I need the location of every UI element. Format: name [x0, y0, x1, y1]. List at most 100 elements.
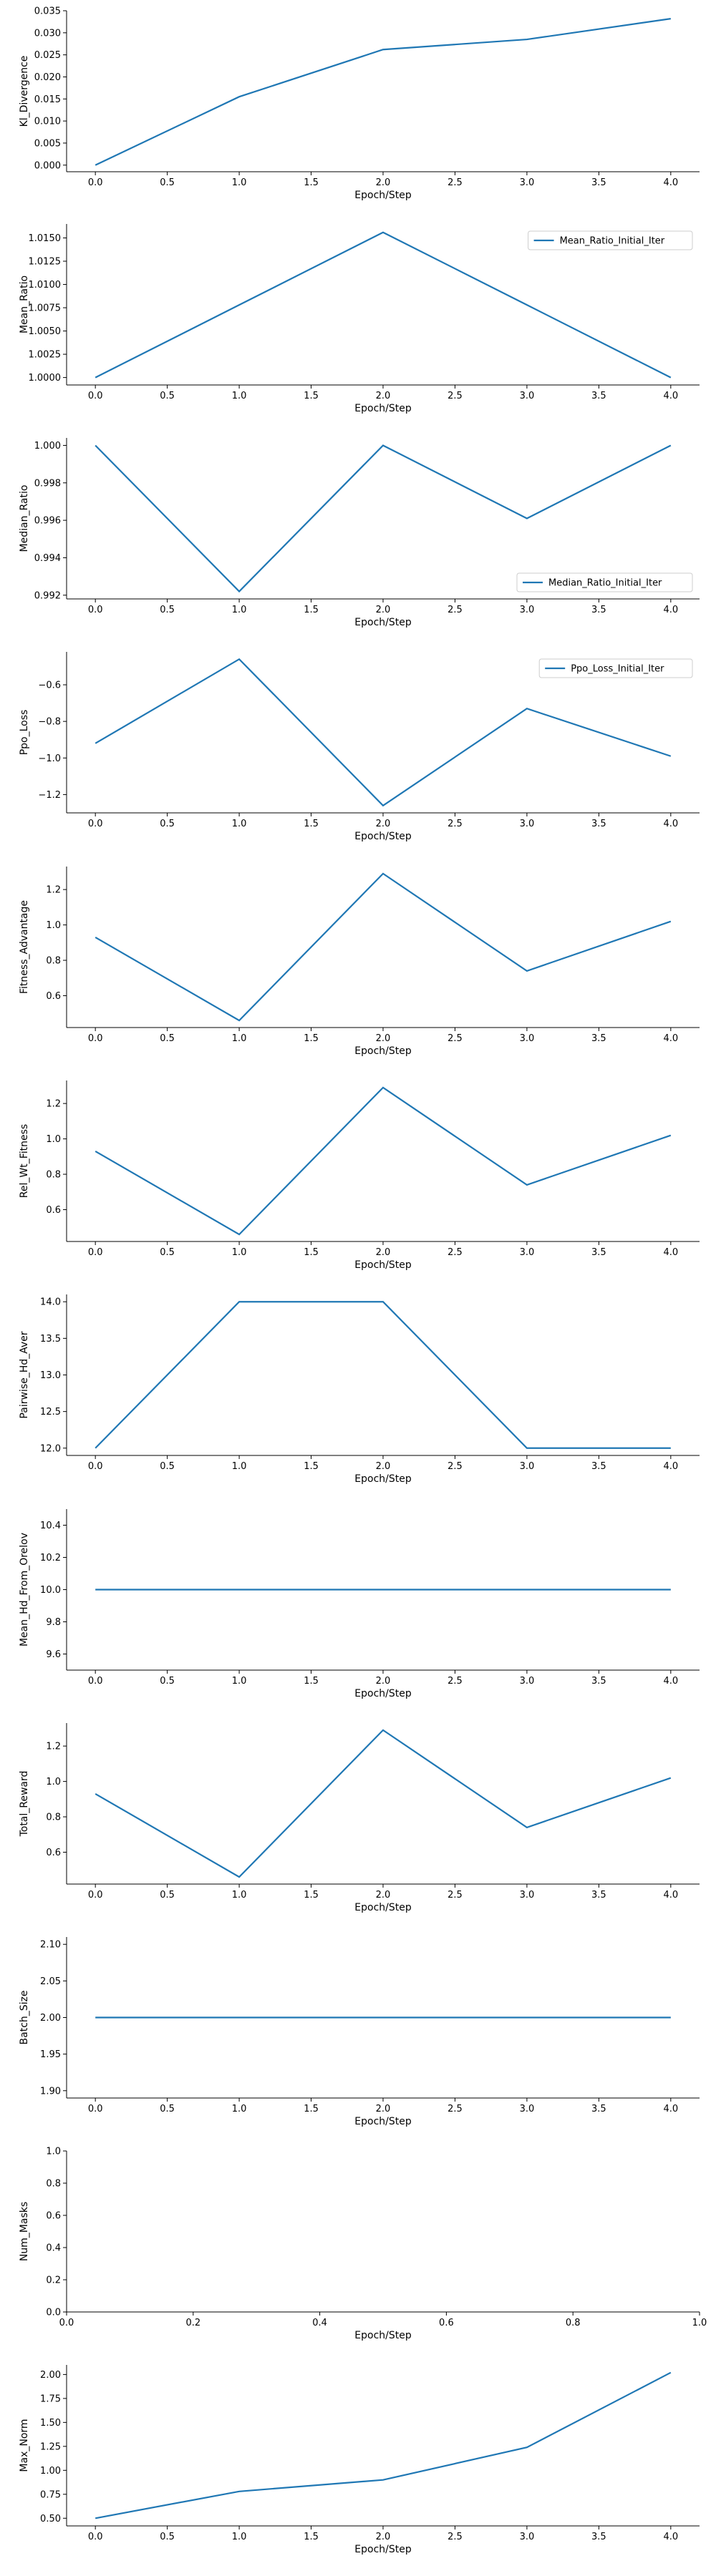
x-tick-label: 1.5 [304, 1033, 319, 1044]
chart-panel-5: 0.0 0.5 1.0 1.5 2.0 2.5 3.0 3.5 4.0 0.6 0.8 1.0 1.2 E… [19, 867, 700, 1057]
y-tick-label: 2.00 [40, 2013, 61, 2024]
x-axis-title: Epoch/Step [354, 2330, 412, 2341]
chart-panel-6: 0.0 0.5 1.0 1.5 2.0 2.5 3.0 3.5 4.0 0.6 0.8 1.0 1.2 E… [19, 1080, 700, 1271]
y-tick-label: 0.998 [34, 478, 61, 489]
x-axis-title: Epoch/Step [354, 1259, 412, 1271]
y-tick-label: 1.2 [46, 1099, 61, 1110]
x-tick-label: 2.0 [376, 1461, 391, 1472]
x-tick-label: 2.5 [448, 1676, 463, 1687]
x-tick-label: 0.5 [160, 2104, 175, 2114]
x-tick-label: 3.5 [591, 1461, 606, 1472]
x-tick-label: 2.5 [448, 819, 463, 829]
x-tick-label: 2.0 [376, 177, 391, 188]
y-axis-title: Kl_Divergence [19, 56, 30, 127]
y-tick-label: 1.0 [46, 1777, 61, 1787]
legend: Mean_Ratio_Initial_Iter [528, 230, 693, 250]
x-tick-label: 4.0 [663, 2104, 678, 2114]
y-axis-title: Mean_Ratio [19, 275, 30, 333]
x-tick-label: 0.5 [160, 177, 175, 188]
y-tick-label: 1.2 [46, 885, 61, 896]
x-tick-label: 2.0 [376, 1890, 391, 1901]
legend: Median_Ratio_Initial_Iter [516, 572, 693, 592]
x-tick-label: 2.0 [376, 1676, 391, 1687]
y-tick-label: 1.0100 [29, 280, 62, 291]
y-axis-title: Pairwise_Hd_Aver [19, 1331, 30, 1418]
y-tick-label: 10.0 [40, 1585, 61, 1596]
y-tick-label: 0.025 [34, 50, 61, 61]
y-tick-label: 1.0075 [29, 303, 62, 314]
y-tick-label: 1.0150 [29, 233, 62, 244]
x-tick-label: 0.5 [160, 391, 175, 401]
y-tick-label: −1.2 [38, 790, 61, 801]
chart-panel-7: 0.0 0.5 1.0 1.5 2.0 2.5 3.0 3.5 4.0 12.0 12.5 13.0 1… [19, 1294, 700, 1485]
y-tick-label: 0.010 [34, 117, 61, 127]
y-tick-label: 0.996 [34, 516, 61, 527]
y-axis-title: Fitness_Advantage [19, 900, 30, 994]
y-tick-label: 0.6 [46, 991, 61, 1002]
chart-panel-11: 0.0 0.2 0.4 0.6 0.8 1.0 0.0 0.2 0.4 0.6 0.8 1.0 Epoc… [19, 2147, 707, 2342]
x-tick-label: 4.0 [663, 1247, 678, 1258]
x-tick-label: 1.0 [232, 1890, 247, 1901]
y-axis-title: Mean_Hd_From_Orelov [19, 1533, 30, 1646]
x-tick-label: 4.0 [663, 391, 678, 401]
y-tick-label: 1.0 [46, 920, 61, 931]
y-tick-label: 2.10 [40, 1940, 61, 1951]
y-tick-label: 0.8 [46, 956, 61, 967]
x-tick-label: 1.0 [232, 819, 247, 829]
x-tick-label: 1.0 [232, 1676, 247, 1687]
y-axis-title: Num_Masks [19, 2202, 30, 2261]
x-tick-label: 2.5 [448, 1033, 463, 1044]
x-tick-label: 0.0 [88, 2104, 103, 2114]
x-tick-label: 0.4 [312, 2318, 327, 2328]
series-line-9-1 [95, 1729, 672, 1878]
y-tick-label: 10.2 [40, 1553, 61, 1563]
x-tick-label: 4.0 [663, 605, 678, 615]
x-tick-label: 1.0 [232, 605, 247, 615]
y-tick-label: 0.035 [34, 6, 61, 17]
y-tick-label: 0.020 [34, 72, 61, 83]
x-tick-label: 0.0 [88, 605, 103, 615]
x-tick-label: 1.0 [692, 2318, 707, 2328]
y-tick-label: 0.2 [46, 2275, 61, 2286]
x-tick-label: 0.5 [160, 605, 175, 615]
y-tick-label: −1.0 [38, 753, 61, 764]
x-tick-label: 2.5 [448, 177, 463, 188]
series-line-7-1 [95, 1301, 671, 1449]
x-tick-label: 0.0 [88, 1890, 103, 1901]
legend-box [538, 658, 693, 678]
x-tick-label: 0.2 [185, 2318, 200, 2328]
x-axis-title: Epoch/Step [354, 1688, 412, 1699]
series-line-3-1 [95, 444, 672, 593]
legend-label: Mean_Ratio_Initial_Iter [560, 236, 665, 247]
x-tick-label: 2.5 [448, 1247, 463, 1258]
y-tick-label: 1.00 [40, 2466, 61, 2477]
x-tick-label: 1.5 [304, 1676, 319, 1687]
y-tick-label: 0.8 [46, 1813, 61, 1823]
x-tick-label: 3.5 [591, 2104, 606, 2114]
chart-panel-2: 0.0 0.5 1.0 1.5 2.0 2.5 3.0 3.5 4.0 1.0000 1.0025 1… [19, 224, 700, 414]
x-tick-label: 1.5 [304, 819, 319, 829]
x-tick-label: 1.5 [304, 1247, 319, 1258]
x-tick-label: 2.0 [376, 1033, 391, 1044]
x-tick-label: 4.0 [663, 819, 678, 829]
x-tick-label: 3.5 [591, 391, 606, 401]
x-tick-label: 0.0 [88, 1676, 103, 1687]
x-tick-label: 2.0 [376, 605, 391, 615]
x-tick-label: 1.0 [232, 2532, 247, 2542]
y-tick-label: 9.8 [46, 1617, 61, 1628]
x-tick-label: 3.0 [520, 1033, 535, 1044]
x-tick-label: 0.5 [160, 1676, 175, 1687]
x-tick-label: 2.0 [376, 819, 391, 829]
y-tick-label: 1.95 [40, 2049, 61, 2060]
x-tick-label: 0.0 [88, 1247, 103, 1258]
y-tick-label: 0.005 [34, 138, 61, 149]
x-tick-label: 4.0 [663, 1461, 678, 1472]
y-tick-label: −0.6 [38, 680, 61, 691]
x-tick-label: 1.0 [232, 1033, 247, 1044]
y-axis-title: Max_Norm [19, 2419, 30, 2472]
y-tick-label: 2.00 [40, 2370, 61, 2381]
y-tick-label: 0.000 [34, 160, 61, 171]
y-axis-title: Median_Ratio [19, 485, 30, 552]
y-tick-label: 0.75 [40, 2489, 61, 2500]
